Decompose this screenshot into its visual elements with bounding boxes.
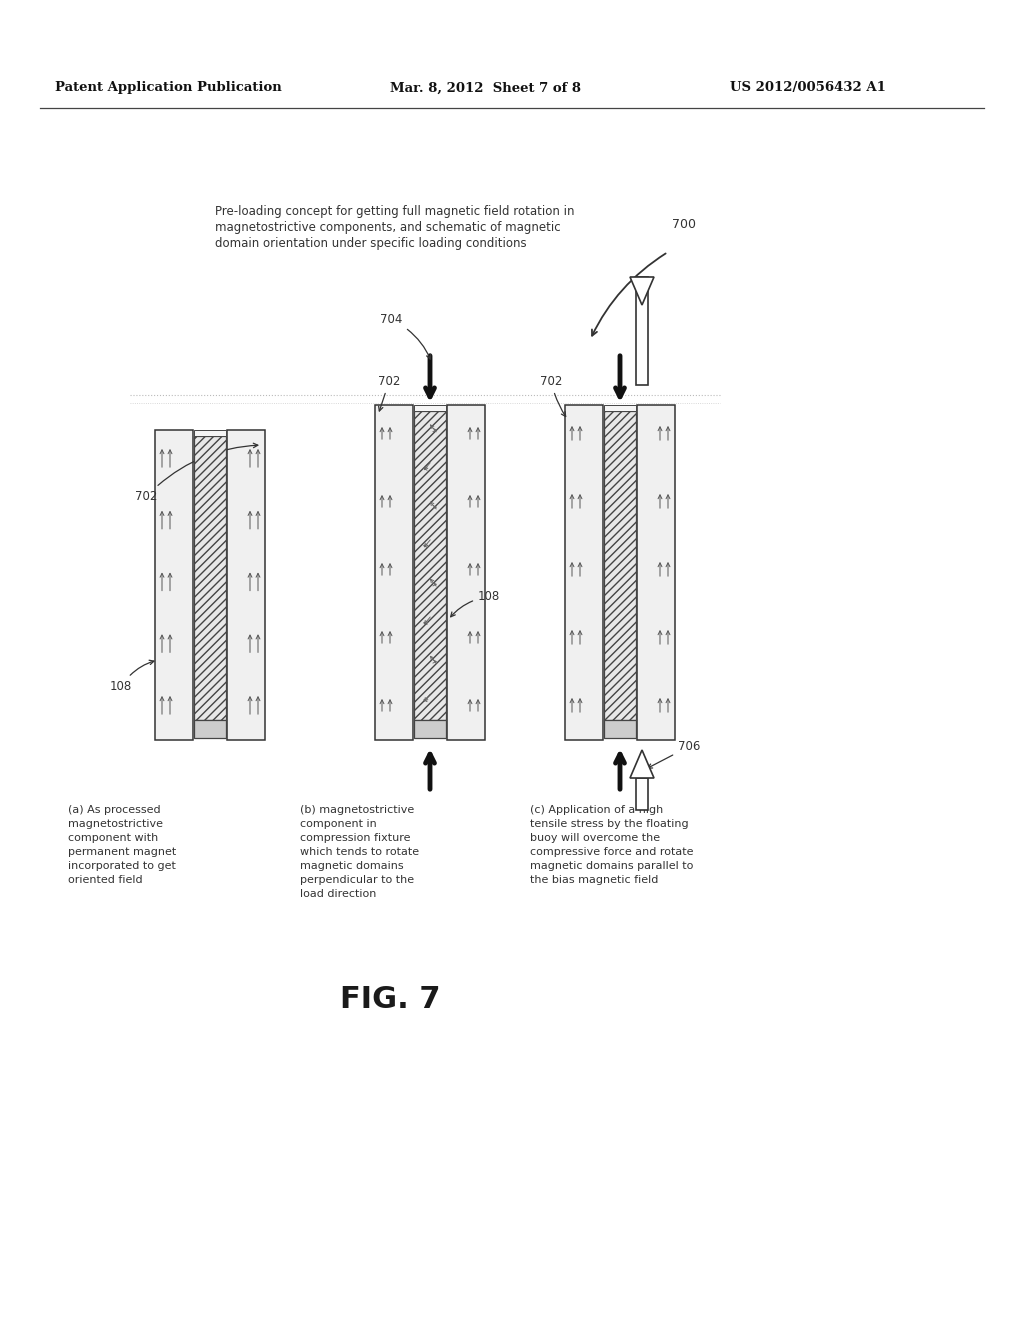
Text: Pre-loading concept for getting full magnetic field rotation in: Pre-loading concept for getting full mag…: [215, 205, 574, 218]
Text: FIG. 7: FIG. 7: [340, 986, 440, 1015]
Text: (b) magnetostrictive
component in
compression fixture
which tends to rotate
magn: (b) magnetostrictive component in compre…: [300, 805, 419, 899]
Bar: [604, 411, 636, 719]
Bar: [414, 719, 446, 738]
Text: US 2012/0056432 A1: US 2012/0056432 A1: [730, 82, 886, 95]
Bar: [636, 277, 648, 385]
Bar: [636, 777, 648, 810]
Bar: [194, 430, 226, 436]
Text: 700: 700: [672, 218, 696, 231]
Text: 702: 702: [135, 444, 258, 503]
Bar: [194, 436, 226, 719]
Polygon shape: [630, 277, 654, 305]
Text: (a) As processed
magnetostrictive
component with
permanent magnet
incorporated t: (a) As processed magnetostrictive compon…: [68, 805, 176, 884]
Bar: [375, 405, 413, 741]
Bar: [604, 405, 636, 411]
Text: 702: 702: [378, 375, 400, 411]
Text: 706: 706: [648, 741, 700, 768]
Bar: [565, 405, 603, 741]
Text: Patent Application Publication: Patent Application Publication: [55, 82, 282, 95]
Bar: [447, 405, 485, 741]
Text: 108: 108: [110, 660, 154, 693]
Text: (c) Application of a high
tensile stress by the floating
buoy will overcome the
: (c) Application of a high tensile stress…: [530, 805, 693, 884]
Polygon shape: [630, 750, 654, 777]
Bar: [414, 405, 446, 411]
Bar: [604, 719, 636, 738]
Bar: [414, 411, 446, 719]
Text: magnetostrictive components, and schematic of magnetic: magnetostrictive components, and schemat…: [215, 220, 560, 234]
Bar: [155, 430, 193, 741]
Bar: [227, 430, 265, 741]
Text: 704: 704: [380, 313, 431, 359]
Text: domain orientation under specific loading conditions: domain orientation under specific loadin…: [215, 238, 526, 249]
Text: Mar. 8, 2012  Sheet 7 of 8: Mar. 8, 2012 Sheet 7 of 8: [390, 82, 581, 95]
Text: 702: 702: [540, 375, 565, 417]
Bar: [194, 719, 226, 738]
Bar: [637, 405, 675, 741]
Text: 108: 108: [451, 590, 501, 616]
